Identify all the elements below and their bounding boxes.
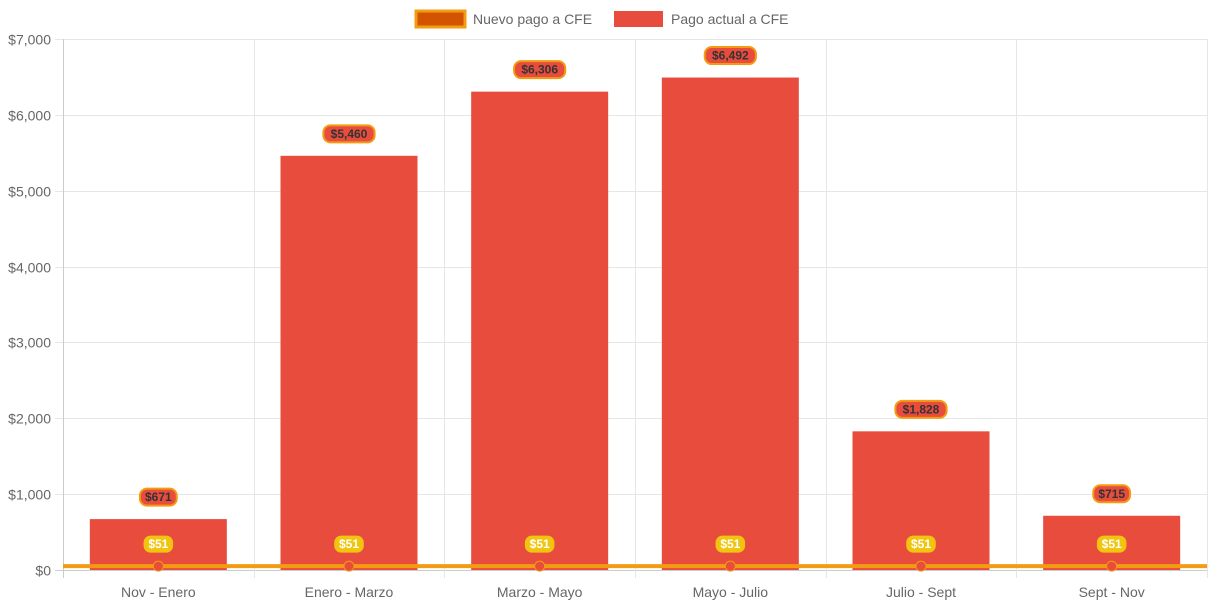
y-tick-label: $4,000 (8, 260, 51, 276)
bar[interactable] (661, 77, 799, 570)
y-tick-label: $2,000 (8, 411, 51, 427)
legend-item-pago-actual[interactable]: Pago actual a CFE (614, 11, 789, 27)
line-series (63, 560, 1207, 572)
line-point[interactable] (343, 560, 355, 572)
data-labels: $671 $5,460 $6,306 $6,492 $1,828 $715 $51 $51 $5… (138, 46, 1132, 553)
data-label-bg (322, 124, 376, 144)
legend-swatch-nuevo-pago (414, 9, 467, 29)
data-label-bg (1096, 535, 1127, 553)
legend-label-pago-actual: Pago actual a CFE (671, 11, 789, 27)
line-point[interactable] (724, 560, 736, 572)
data-label-bg (334, 535, 364, 553)
data-label-bg (894, 399, 948, 419)
data-label: $51 (1096, 535, 1127, 553)
y-axis: $0 $1,000 $2,000 $3,000 $4,000 $5,000 $6,000 $7… (8, 32, 51, 579)
data-label-bg (906, 535, 936, 553)
data-label-text: $6,492 (712, 49, 749, 63)
data-label-text: $51 (911, 537, 931, 551)
data-label-bg (524, 535, 555, 553)
data-label-text: $51 (339, 537, 359, 551)
data-label-text: $1,828 (903, 402, 940, 416)
data-label-text: $6,306 (521, 63, 558, 77)
line-point[interactable] (152, 560, 164, 572)
x-tick-label: Julio - Sept (886, 584, 956, 600)
bar[interactable] (280, 155, 418, 570)
data-label-bg (703, 46, 757, 66)
y-tick-label: $3,000 (8, 335, 51, 351)
data-label: $6,306 (513, 60, 567, 80)
data-label: $51 (334, 535, 364, 553)
data-label-bg (143, 535, 174, 553)
data-label-text: $51 (720, 537, 740, 551)
data-label: $671 (138, 487, 178, 507)
x-axis: Nov - Enero Enero - Marzo Marzo - Mayo Mayo… (121, 584, 1145, 600)
data-label: $5,460 (322, 124, 376, 144)
bar[interactable] (471, 91, 609, 570)
line-point[interactable] (534, 560, 546, 572)
x-tick-label: Marzo - Mayo (497, 584, 583, 600)
data-label: $6,492 (703, 46, 757, 66)
data-label: $51 (715, 535, 746, 553)
data-label-text: $671 (145, 490, 172, 504)
data-label: $51 (524, 535, 555, 553)
data-label-bg (1092, 484, 1132, 504)
data-label-bg (513, 60, 567, 80)
data-label: $715 (1092, 484, 1132, 504)
y-tick-label: $7,000 (8, 32, 51, 48)
x-tick-label: Sept - Nov (1079, 584, 1145, 600)
x-tick-label: Mayo - Julio (693, 584, 769, 600)
x-tick-label: Enero - Marzo (305, 584, 394, 600)
x-tick-label: Nov - Enero (121, 584, 196, 600)
data-label: $51 (906, 535, 936, 553)
data-label-bg (715, 535, 746, 553)
data-label-text: $5,460 (331, 127, 368, 141)
legend-item-nuevo-pago[interactable]: Nuevo pago a CFE (414, 9, 592, 29)
y-tick-label: $1,000 (8, 487, 51, 503)
data-label-text: $51 (1102, 537, 1122, 551)
y-tick-label: $5,000 (8, 184, 51, 200)
data-label-text: $51 (148, 537, 168, 551)
legend-label-nuevo-pago: Nuevo pago a CFE (473, 11, 592, 27)
data-label-bg (138, 487, 178, 507)
y-tick-label: $0 (35, 563, 51, 579)
line-point[interactable] (1106, 560, 1118, 572)
legend-swatch-pago-actual (614, 11, 663, 27)
data-label: $1,828 (894, 399, 948, 419)
data-label-text: $715 (1098, 487, 1125, 501)
y-tick-label: $6,000 (8, 108, 51, 124)
data-label-text: $51 (530, 537, 550, 551)
data-label: $51 (143, 535, 174, 553)
grid (55, 39, 1208, 578)
line-point[interactable] (915, 560, 927, 572)
legend: Nuevo pago a CFE Pago actual a CFE (414, 9, 789, 29)
